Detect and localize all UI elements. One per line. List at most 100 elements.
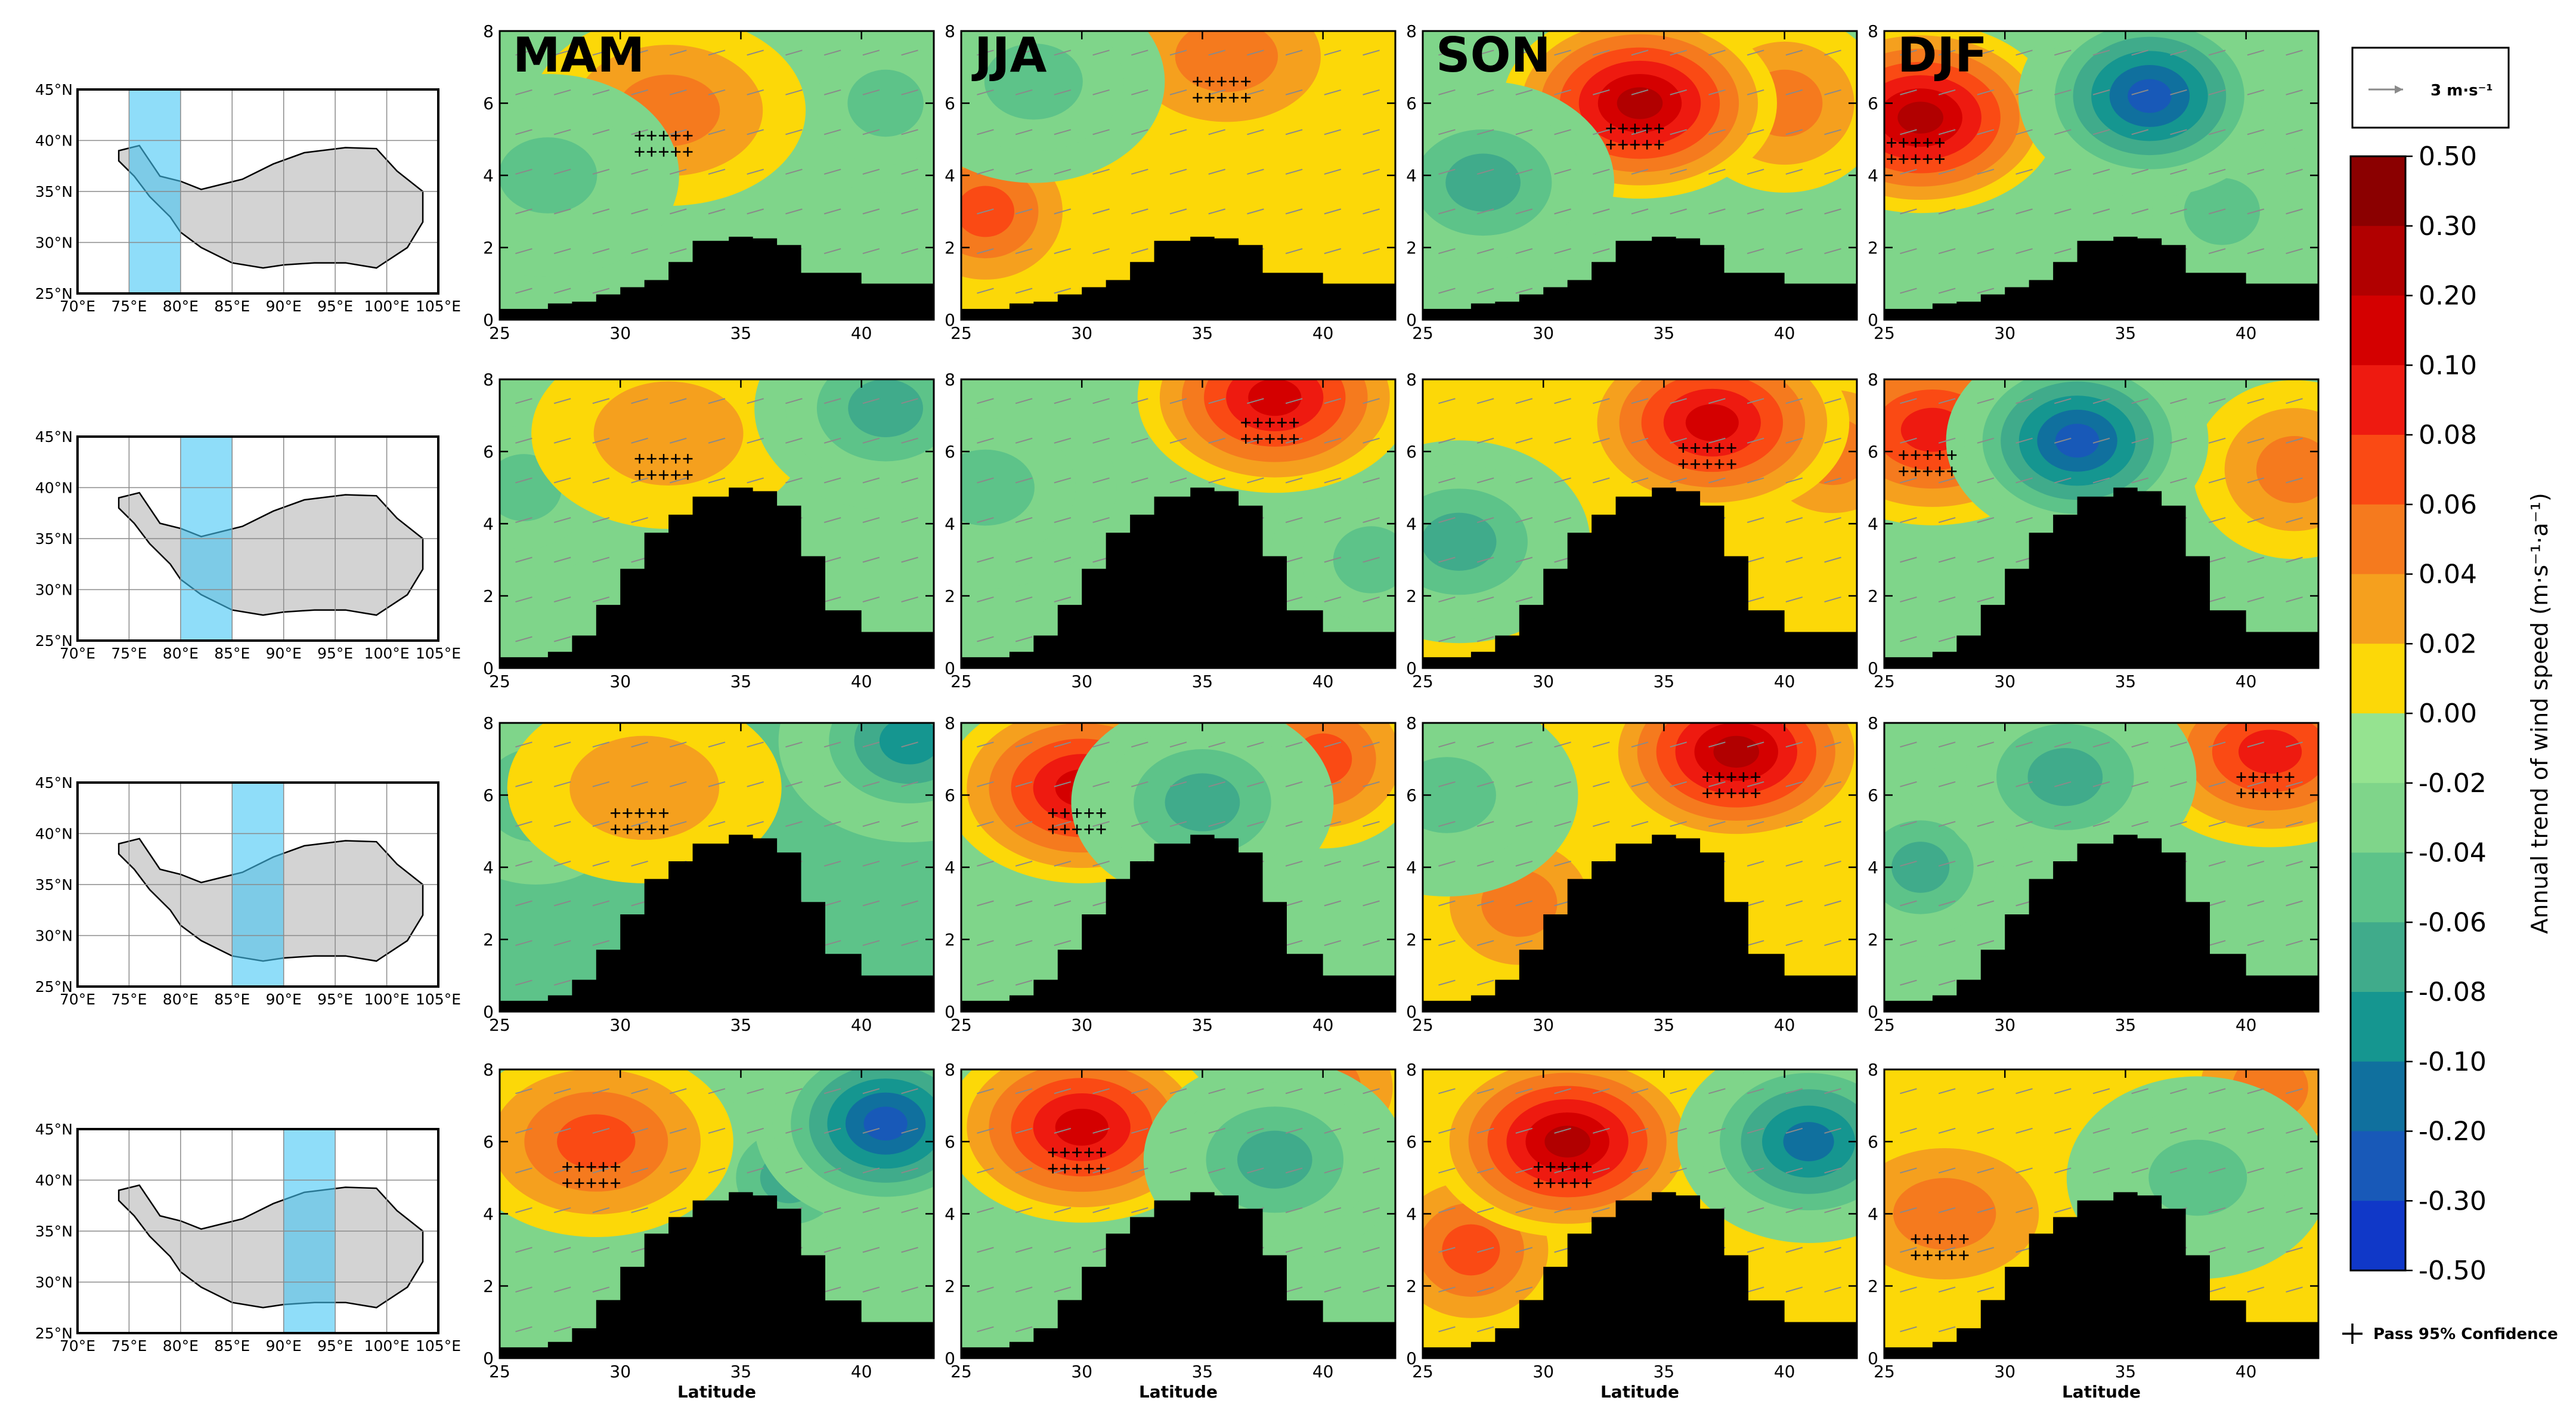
wind-vector [1092, 741, 1110, 748]
wind-vector [1515, 517, 1533, 523]
y-tick-label: 2 [483, 1276, 494, 1296]
y-tick-label: 4 [483, 858, 494, 877]
wind-vector [977, 900, 994, 907]
wind-vector [977, 208, 994, 215]
wind-vector [2170, 208, 2187, 215]
wind-vector [2054, 1127, 2072, 1134]
wind-vector [977, 89, 994, 95]
x-tick-label: 25 [950, 672, 972, 691]
wind-vector [862, 50, 880, 56]
wind-vector [2247, 89, 2265, 95]
wind-vector [2208, 50, 2226, 56]
wind-vector [2208, 1247, 2226, 1253]
wind-vector [2092, 1127, 2110, 1134]
wind-vector [2092, 741, 2110, 748]
wind-vector [631, 781, 648, 787]
x-tick-label: 40 [1774, 323, 1795, 343]
y-tick-label: 6 [1868, 442, 1878, 462]
wind-vector [823, 1088, 841, 1095]
wind-vector [1131, 89, 1148, 95]
wind-vector [1247, 129, 1264, 135]
wind-vector [553, 208, 571, 215]
wind-vector [1900, 89, 1917, 95]
location-map-1: 70°E 75°E 80°E 85°E 90°E 95°E 100°E 105°E 45°N 40… [35, 81, 461, 315]
wind-vector [1324, 940, 1342, 947]
wind-vector [2015, 517, 2033, 523]
colorbar-tick-label: -0.08 [2419, 977, 2487, 1007]
significance-mark [1048, 1164, 1058, 1174]
wind-vector [1285, 1088, 1303, 1095]
wind-vector [1363, 741, 1380, 748]
significance-mark [683, 454, 693, 464]
wind-vector [1900, 437, 1917, 444]
wind-vector [1670, 1088, 1687, 1095]
wind-vector [2015, 248, 2033, 255]
wind-vector [1554, 517, 1571, 523]
wind-vector [1515, 1167, 1533, 1174]
x-axis-label: Latitude [2062, 1382, 2141, 1402]
wind-vector [1169, 50, 1187, 56]
wind-vector [1631, 168, 1649, 175]
y-tick-label: 6 [483, 786, 494, 805]
significance-mark [1726, 788, 1736, 798]
map-lon-label: 85°E [214, 645, 250, 662]
wind-vector [1515, 398, 1533, 404]
significance-mark [1922, 138, 1933, 148]
wind-vector [1593, 1207, 1610, 1213]
wind-vector [1438, 1207, 1456, 1213]
significance-mark [1546, 1178, 1556, 1188]
wind-vector [2247, 398, 2265, 404]
wind-vector [1785, 1088, 1803, 1095]
wind-vector [1285, 1167, 1303, 1174]
wind-vector [1247, 477, 1264, 484]
significance-mark [1911, 466, 1921, 477]
warm-anomaly [1893, 1178, 1996, 1250]
significance-mark [1072, 808, 1082, 818]
wind-vector [1247, 741, 1264, 748]
wind-vector [708, 1167, 726, 1174]
colorbar-segment [2351, 713, 2405, 784]
wind-vector [901, 1167, 918, 1174]
wind-vector [977, 860, 994, 867]
wind-vector [1285, 129, 1303, 135]
significance-mark [646, 808, 657, 818]
terrain-mask [961, 1192, 1395, 1358]
y-tick-label: 8 [483, 21, 494, 41]
wind-vector [1900, 940, 1917, 947]
wind-vector [1977, 1287, 1995, 1293]
wind-vector [1747, 517, 1764, 523]
map-lon-label: 100°E [364, 991, 410, 1008]
wind-vector [515, 50, 532, 56]
terrain-mask [1423, 1192, 1857, 1358]
wind-vector [1824, 129, 1841, 135]
x-tick-label: 25 [489, 1015, 510, 1035]
significance-mark [1060, 1148, 1070, 1158]
wind-vector [2131, 398, 2148, 404]
wind-vector [1977, 781, 1995, 787]
significance-mark [2284, 772, 2295, 782]
y-tick-label: 6 [945, 94, 955, 113]
significance-mark [634, 824, 645, 834]
wind-vector [2054, 741, 2072, 748]
location-map-3: 70°E 75°E 80°E 85°E 90°E 95°E 100°E 105°E 45°N 40… [35, 774, 461, 1008]
wind-vector [1015, 556, 1033, 563]
wind-vector [1785, 1287, 1803, 1293]
wind-vector [708, 781, 726, 787]
wind-vector [2015, 1167, 2033, 1174]
x-tick-label: 35 [1654, 1362, 1675, 1381]
wind-vector [1593, 129, 1610, 135]
wind-vector [631, 741, 648, 748]
wind-vector [1747, 860, 1764, 867]
y-tick-label: 2 [1406, 1276, 1417, 1296]
wind-vector [708, 437, 726, 444]
wind-vector [1169, 208, 1187, 215]
trend-field [1884, 379, 2318, 668]
x-tick-label: 35 [1192, 1362, 1213, 1381]
significance-mark [1096, 1148, 1106, 1158]
significance-mark [659, 131, 669, 141]
wind-vector [2208, 89, 2226, 95]
wind-vector [1054, 596, 1072, 603]
wind-vector [1169, 437, 1187, 444]
significance-mark [634, 147, 645, 157]
wind-vector [1670, 1127, 1687, 1134]
